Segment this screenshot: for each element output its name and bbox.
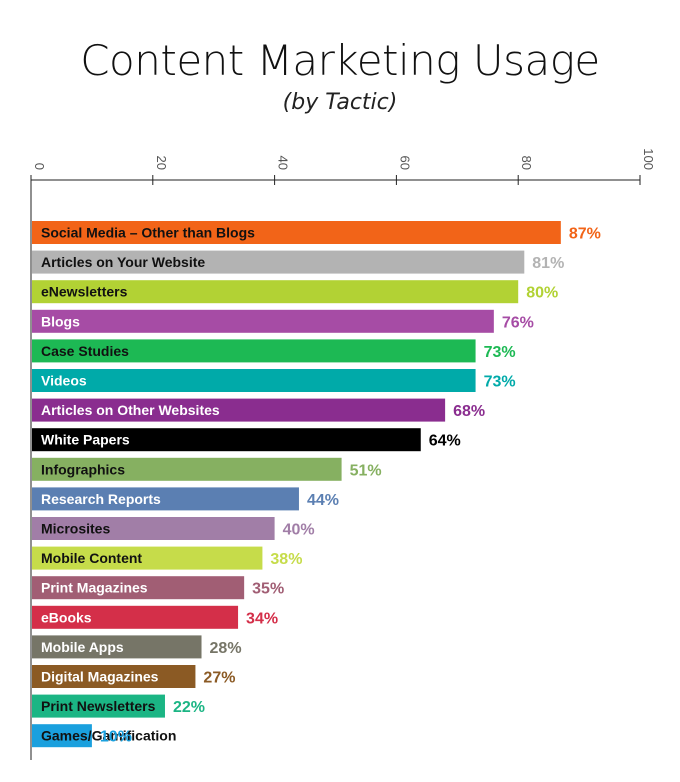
bar xyxy=(32,221,561,244)
bar-category-label: Microsites xyxy=(41,521,110,537)
x-tick-label: 20 xyxy=(154,156,169,170)
bar-value-label: 44% xyxy=(307,492,339,509)
bar-value-label: 27% xyxy=(203,670,235,687)
bar xyxy=(32,250,525,274)
bar-value-label: 22% xyxy=(173,699,205,716)
bar-category-label: eBooks xyxy=(41,609,92,625)
bar-category-label: Print Newsletters xyxy=(41,698,156,714)
x-tick-label: 0 xyxy=(32,163,47,170)
bar-value-label: 68% xyxy=(453,403,485,420)
bar-value-label: 51% xyxy=(350,462,382,479)
bar-value-label: 10% xyxy=(100,729,132,746)
bar-value-label: 73% xyxy=(484,344,516,361)
bar-category-label: Mobile Apps xyxy=(41,639,124,655)
bar xyxy=(32,517,275,540)
bar-value-label: 87% xyxy=(569,226,601,243)
bar-category-label: Social Media – Other than Blogs xyxy=(41,225,255,241)
x-tick-label: 40 xyxy=(276,156,291,170)
bar-category-label: Articles on Your Website xyxy=(41,254,205,270)
bar xyxy=(32,665,196,688)
x-tick-label: 60 xyxy=(397,156,412,170)
chart-subtitle: (by Tactic) xyxy=(282,90,398,115)
bar xyxy=(32,546,263,570)
bar-category-label: Research Reports xyxy=(41,491,161,507)
bar xyxy=(32,576,245,600)
bar-category-label: Videos xyxy=(41,373,87,389)
bar-category-label: Case Studies xyxy=(41,343,129,359)
bar-category-label: White Papers xyxy=(41,432,130,448)
bar-value-label: 38% xyxy=(270,551,302,568)
x-tick-label: 80 xyxy=(519,156,534,170)
bar xyxy=(32,724,92,748)
bar-value-label: 81% xyxy=(532,255,564,272)
bar-category-label: Print Magazines xyxy=(41,580,148,596)
bar xyxy=(32,487,299,511)
bar xyxy=(32,398,446,422)
bar-value-label: 64% xyxy=(429,433,461,450)
bar-category-label: Infographics xyxy=(41,461,125,477)
bar-category-label: Digital Magazines xyxy=(41,669,159,685)
bar-value-label: 40% xyxy=(283,522,315,539)
bar-category-label: Mobile Content xyxy=(41,550,142,566)
bar xyxy=(32,457,342,481)
bar-category-label: Articles on Other Websites xyxy=(41,402,220,418)
chart-title: Content Marketing Usage xyxy=(80,36,600,85)
bar-value-label: 35% xyxy=(252,581,284,598)
bar xyxy=(32,339,476,363)
bar xyxy=(32,605,239,629)
bar-value-label: 76% xyxy=(502,314,534,331)
bar-category-label: Games/Gamification xyxy=(41,728,176,744)
bar xyxy=(32,635,202,659)
bar xyxy=(32,309,494,333)
bar-value-label: 28% xyxy=(210,640,242,657)
x-tick-label: 100 xyxy=(641,148,656,170)
bar xyxy=(32,280,519,304)
bar-category-label: eNewsletters xyxy=(41,284,128,300)
bar-category-label: Blogs xyxy=(41,313,80,329)
bar-value-label: 73% xyxy=(484,374,516,391)
bar xyxy=(32,428,421,452)
bar xyxy=(32,369,476,392)
bar xyxy=(32,694,165,718)
bar-value-label: 80% xyxy=(526,285,558,302)
bar-value-label: 34% xyxy=(246,610,278,627)
